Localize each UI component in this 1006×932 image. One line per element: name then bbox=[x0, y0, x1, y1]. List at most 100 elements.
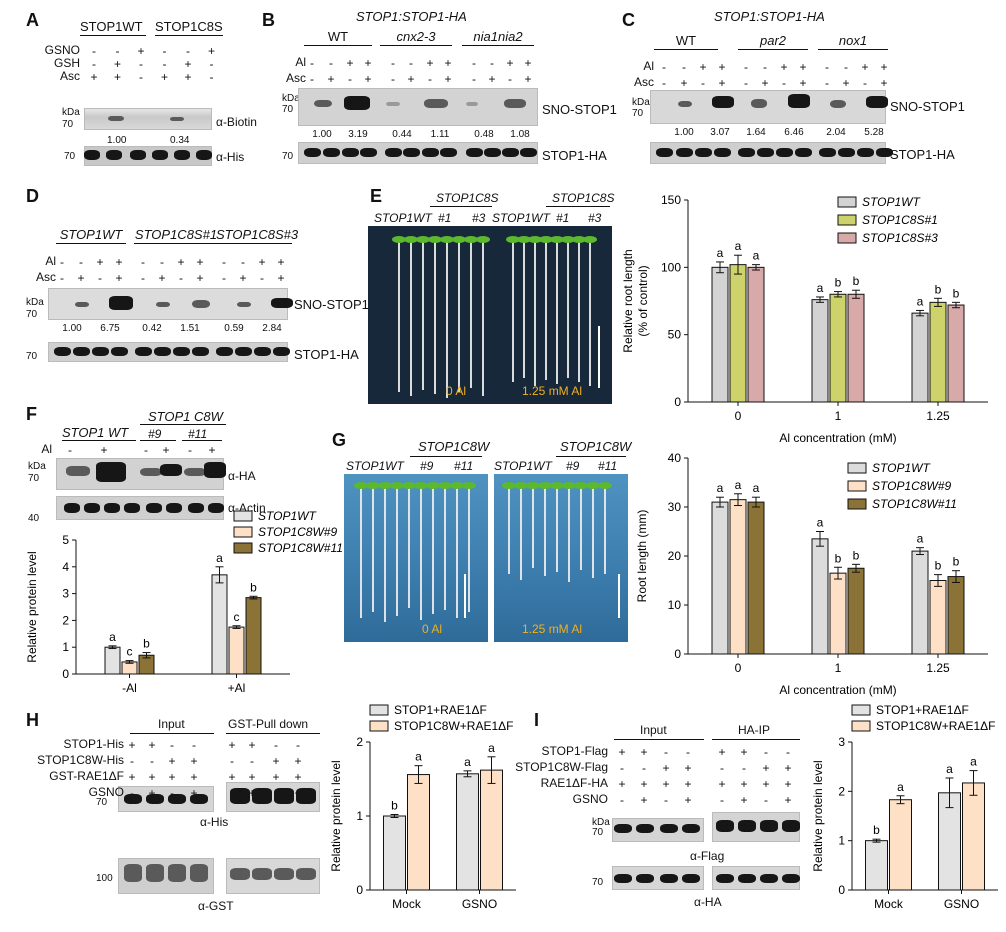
cotyledon bbox=[426, 482, 440, 489]
sign-cell: + bbox=[190, 770, 198, 784]
band bbox=[146, 503, 162, 513]
significance-letter: a bbox=[817, 281, 824, 295]
bar bbox=[711, 266, 729, 403]
sign-cell: + bbox=[294, 754, 302, 768]
band bbox=[760, 820, 778, 832]
quant-value: 1.00 bbox=[107, 135, 127, 146]
root bbox=[556, 242, 558, 384]
sign-cell: - bbox=[682, 60, 686, 74]
cotyledon bbox=[572, 236, 586, 243]
sign-cell: - bbox=[620, 761, 624, 775]
significance-letter: a bbox=[735, 478, 742, 492]
sign-cell: - bbox=[310, 72, 314, 86]
x-axis-label: Al concentration (mM) bbox=[779, 683, 896, 697]
sign-cell: - bbox=[60, 271, 64, 285]
sign-cell: - bbox=[141, 271, 145, 285]
marker-70: 70 bbox=[64, 151, 76, 162]
sign-cell: - bbox=[664, 793, 668, 807]
sign-cell: + bbox=[762, 761, 770, 775]
sign-cell: + bbox=[488, 72, 496, 86]
sign-cell: + bbox=[407, 72, 415, 86]
band bbox=[168, 864, 186, 882]
y-tick-label: 2 bbox=[356, 735, 363, 749]
band bbox=[712, 96, 734, 108]
band bbox=[738, 820, 756, 832]
antibody-label: STOP1-HA bbox=[294, 347, 359, 362]
sign-cell: - bbox=[348, 72, 352, 86]
band bbox=[84, 150, 100, 160]
sign-cell: + bbox=[842, 76, 850, 90]
band bbox=[636, 874, 654, 883]
y-axis-label: Relative protein level bbox=[811, 760, 825, 871]
y-tick-label: 50 bbox=[668, 328, 682, 342]
root bbox=[523, 242, 525, 378]
band bbox=[75, 302, 89, 307]
bar bbox=[104, 646, 121, 675]
significance-letter: b bbox=[835, 551, 842, 565]
group-label: STOP1WT bbox=[59, 227, 123, 242]
seedling-photo bbox=[344, 474, 488, 642]
panel-letter-c: C bbox=[622, 10, 635, 30]
bar bbox=[829, 293, 847, 403]
cotyledon bbox=[526, 482, 540, 489]
bar bbox=[911, 312, 929, 403]
legend-label: STOP1+RAE1ΔF bbox=[394, 703, 487, 717]
antibody-label: α-Flag bbox=[690, 849, 725, 863]
band bbox=[92, 347, 109, 356]
row-label: Asc bbox=[633, 75, 654, 89]
cotyledon bbox=[366, 482, 380, 489]
sign-cell: + bbox=[168, 770, 176, 784]
bar bbox=[911, 550, 929, 655]
panel-letter-e: E bbox=[370, 186, 383, 206]
legend-swatch bbox=[847, 462, 867, 474]
band bbox=[782, 874, 800, 883]
photo-label: STOP1WT bbox=[492, 211, 550, 225]
row-label: GSNO bbox=[572, 792, 608, 806]
photo-label: #9 bbox=[566, 459, 580, 473]
sign-cell: + bbox=[880, 60, 888, 74]
row-label: GSH bbox=[53, 56, 80, 70]
band bbox=[188, 503, 204, 513]
significance-letter: b bbox=[953, 286, 960, 300]
sign-cell: - bbox=[720, 761, 724, 775]
panel-letter-f: F bbox=[26, 404, 37, 424]
antibody-label: SNO-STOP1 bbox=[890, 99, 965, 114]
significance-letter: b bbox=[935, 282, 942, 296]
cotyledon bbox=[574, 482, 588, 489]
band bbox=[422, 148, 439, 157]
y-tick-label: 10 bbox=[668, 598, 682, 612]
significance-letter: b bbox=[953, 555, 960, 569]
band bbox=[130, 150, 146, 160]
sign-cell: - bbox=[160, 255, 164, 269]
bar bbox=[747, 501, 765, 655]
sign-cell: + bbox=[740, 793, 748, 807]
photo-label: STOP1WT bbox=[346, 459, 404, 473]
bar bbox=[947, 576, 965, 655]
group-label: STOP1 C8W bbox=[148, 409, 223, 424]
band bbox=[208, 503, 224, 513]
sign-cell: - bbox=[79, 255, 83, 269]
band bbox=[109, 296, 133, 310]
cotyledon bbox=[502, 482, 516, 489]
group-line bbox=[62, 440, 136, 441]
significance-letter: a bbox=[946, 762, 953, 776]
bar bbox=[847, 293, 865, 403]
legend-swatch bbox=[233, 542, 253, 554]
sign-cell: + bbox=[137, 44, 145, 58]
sign-cell: - bbox=[162, 57, 167, 71]
y-tick-label: 100 bbox=[661, 260, 681, 274]
band bbox=[271, 298, 293, 308]
sign-cell: - bbox=[428, 72, 432, 86]
root bbox=[444, 488, 446, 610]
group-label: STOP1 WT bbox=[62, 425, 129, 440]
band bbox=[140, 468, 162, 476]
band bbox=[146, 794, 164, 804]
cotyledon bbox=[538, 482, 552, 489]
row-label: Al bbox=[45, 254, 56, 268]
sign-cell: + bbox=[148, 770, 156, 784]
significance-letter: b bbox=[250, 580, 257, 594]
group-label: STOP1C8S#1 bbox=[134, 227, 218, 242]
legend-swatch bbox=[847, 498, 867, 510]
band bbox=[314, 100, 332, 107]
sign-cell: + bbox=[158, 271, 166, 285]
